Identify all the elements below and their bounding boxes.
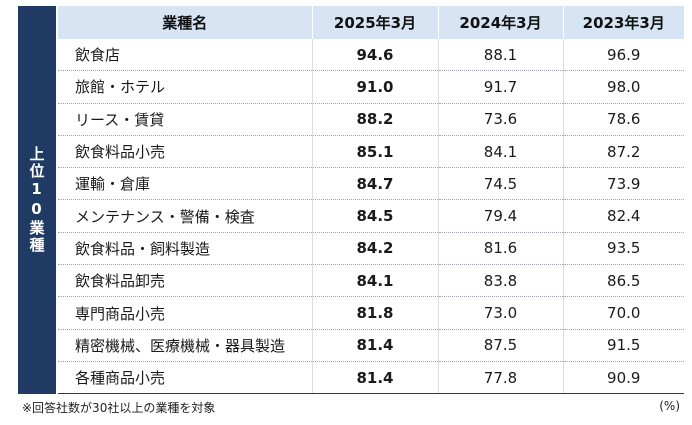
industry-name-cell: リース・賃貸 [58, 103, 313, 136]
table-row: 飲食料品卸売 84.1 83.8 86.5 [58, 264, 684, 298]
value-2024-cell: 73.6 [438, 103, 564, 136]
value-2025-cell: 84.1 [312, 264, 439, 298]
value-2024-cell: 79.4 [438, 199, 564, 233]
value-2025-cell: 91.0 [312, 70, 439, 104]
value-2023-cell: 90.9 [563, 361, 684, 395]
value-2023-cell: 73.9 [563, 167, 684, 201]
value-2023-cell: 86.5 [563, 264, 684, 298]
value-2025-cell: 84.5 [312, 199, 439, 233]
table-row: 旅館・ホテル 91.0 91.7 98.0 [58, 70, 684, 104]
value-2024-cell: 73.0 [438, 296, 564, 330]
industry-name-cell: 飲食店 [58, 39, 313, 72]
value-2023-cell: 70.0 [563, 296, 684, 330]
table-row: 飲食料品・飼料製造 84.2 81.6 93.5 [58, 232, 684, 266]
value-2024-cell: 84.1 [438, 135, 564, 169]
industry-name-cell: 専門商品小売 [58, 296, 313, 330]
table-row: 各種商品小売 81.4 77.8 90.9 [58, 361, 684, 395]
value-2025-cell: 84.2 [312, 232, 439, 266]
value-2025-cell: 81.8 [312, 296, 439, 330]
table-row: 飲食店 94.6 88.1 96.9 [58, 39, 684, 72]
industry-ranking-table: 業種名 2025年3月 2024年3月 2023年3月 飲食店 94.6 88.1 9… [58, 6, 684, 395]
value-2023-cell: 82.4 [563, 199, 684, 233]
table-row: メンテナンス・警備・検査 84.5 79.4 82.4 [58, 199, 684, 233]
value-2023-cell: 93.5 [563, 232, 684, 266]
value-2025-cell: 88.2 [312, 103, 439, 136]
header-2025-march: 2025年3月 [312, 6, 439, 39]
value-2024-cell: 81.6 [438, 232, 564, 266]
table-row: 飲食料品小売 85.1 84.1 87.2 [58, 135, 684, 169]
table-row: 専門商品小売 81.8 73.0 70.0 [58, 296, 684, 330]
footnote: ※回答社数が30社以上の業種を対象 [22, 401, 216, 415]
value-2025-cell: 94.6 [312, 39, 439, 72]
industry-name-cell: 飲食料品小売 [58, 135, 313, 169]
value-2024-cell: 87.5 [438, 329, 564, 362]
value-2024-cell: 77.8 [438, 361, 564, 395]
value-2023-cell: 78.6 [563, 103, 684, 136]
unit-label: (%) [659, 399, 680, 413]
value-2023-cell: 96.9 [563, 39, 684, 72]
value-2025-cell: 84.7 [312, 167, 439, 201]
value-2023-cell: 87.2 [563, 135, 684, 169]
table-row: リース・賃貸 88.2 73.6 78.6 [58, 103, 684, 136]
header-2023-march: 2023年3月 [563, 6, 684, 39]
header-2024-march: 2024年3月 [438, 6, 564, 39]
value-2025-cell: 81.4 [312, 361, 439, 395]
industry-name-cell: 旅館・ホテル [58, 70, 313, 104]
value-2025-cell: 85.1 [312, 135, 439, 169]
table-row: 運輸・倉庫 84.7 74.5 73.9 [58, 167, 684, 201]
industry-name-cell: 飲食料品卸売 [58, 264, 313, 298]
header-industry-name: 業種名 [58, 6, 313, 39]
table-header-row: 業種名 2025年3月 2024年3月 2023年3月 [58, 6, 684, 39]
side-label-text: 上位10業種 [27, 146, 46, 254]
industry-name-cell: 運輸・倉庫 [58, 167, 313, 201]
value-2024-cell: 88.1 [438, 39, 564, 72]
value-2025-cell: 81.4 [312, 329, 439, 362]
industry-name-cell: 精密機械、医療機械・器具製造 [58, 329, 313, 362]
table-row: 精密機械、医療機械・器具製造 81.4 87.5 91.5 [58, 329, 684, 362]
value-2023-cell: 98.0 [563, 70, 684, 104]
value-2023-cell: 91.5 [563, 329, 684, 362]
value-2024-cell: 83.8 [438, 264, 564, 298]
value-2024-cell: 91.7 [438, 70, 564, 104]
industry-name-cell: 各種商品小売 [58, 361, 313, 395]
value-2024-cell: 74.5 [438, 167, 564, 201]
side-label-top10: 上位10業種 [18, 6, 56, 394]
industry-name-cell: メンテナンス・警備・検査 [58, 199, 313, 233]
industry-name-cell: 飲食料品・飼料製造 [58, 232, 313, 266]
